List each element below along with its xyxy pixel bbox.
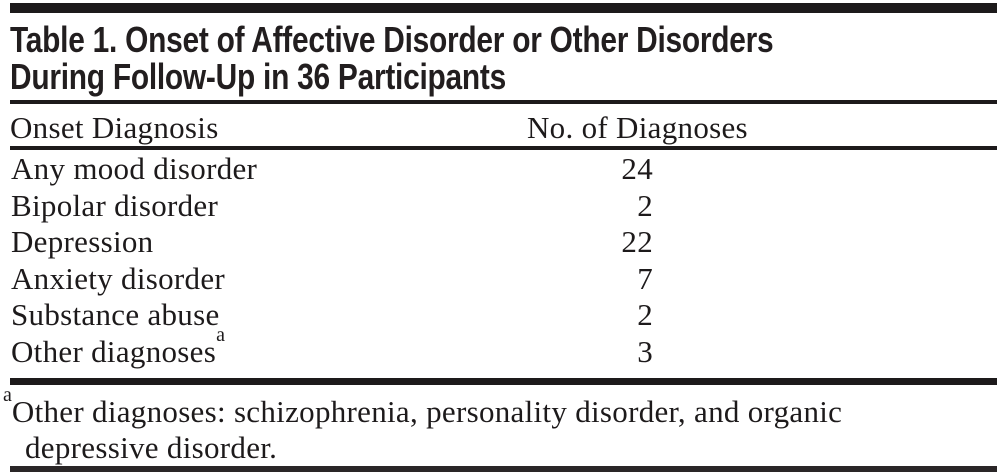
diagnosis-label-text: Other diagnoses — [11, 333, 217, 369]
diagnosis-label-text: Any mood disorder — [11, 151, 258, 186]
diagnosis-label: Depression — [11, 224, 153, 261]
footnote-line-1: aOther diagnoses: schizophrenia, persona… — [3, 385, 993, 430]
table-row: Substance abuse 2 — [0, 297, 1006, 334]
table-row: Bipolar disorder 2 — [0, 188, 1006, 225]
column-header-no-of-diagnoses: No. of Diagnoses — [527, 110, 748, 145]
column-header-onset-diagnosis: Onset Diagnosis — [10, 110, 219, 145]
footnote-marker: a — [3, 384, 12, 407]
diagnosis-label: Other diagnosesa — [11, 325, 225, 371]
table-body: Any mood disorder 24 Bipolar disorder 2 … — [0, 151, 1006, 371]
diagnosis-label: Substance abuse — [11, 297, 220, 334]
body-footnote-divider-rule — [10, 378, 997, 385]
diagnosis-count: 24 — [621, 151, 653, 186]
table-row: Anxiety disorder 7 — [0, 261, 1006, 298]
diagnosis-label-text: Bipolar disorder — [11, 187, 219, 223]
table-title: Table 1. Onset of Affective Disorder or … — [10, 19, 774, 97]
bottom-rule-bar — [10, 466, 997, 472]
table-title-line-2: During Follow-Up in 36 Participants — [10, 56, 506, 97]
diagnosis-label-text: Depression — [11, 224, 154, 260]
diagnosis-count: 3 — [637, 333, 653, 369]
table-row: Depression 22 — [0, 224, 1006, 261]
diagnosis-count: 7 — [637, 260, 653, 296]
table-row: Any mood disorder 24 — [0, 151, 1006, 188]
footnote-marker-ref: a — [216, 324, 225, 347]
title-divider-rule — [10, 100, 997, 104]
diagnosis-label: Anxiety disorder — [11, 261, 225, 298]
footnote-line-2: depressive disorder. — [25, 429, 278, 465]
diagnosis-count: 2 — [637, 297, 653, 333]
diagnosis-label-text: Anxiety disorder — [11, 260, 226, 296]
footnote-text-1: Other diagnoses: schizophrenia, personal… — [11, 394, 843, 429]
table-header-row: Onset Diagnosis No. of Diagnoses — [0, 104, 1006, 146]
table-footnote: aOther diagnoses: schizophrenia, persona… — [3, 385, 993, 465]
table-row: Other diagnosesa 3 — [0, 325, 1006, 371]
diagnosis-label: Bipolar disorder — [11, 188, 218, 225]
top-rule-bar — [10, 3, 997, 13]
diagnosis-label: Any mood disorder — [11, 151, 257, 188]
diagnosis-label-text: Substance abuse — [11, 297, 220, 333]
diagnosis-count: 22 — [621, 224, 653, 260]
diagnosis-count: 2 — [637, 187, 653, 223]
table-title-line-1: Table 1. Onset of Affective Disorder or … — [10, 19, 774, 60]
header-divider-rule — [10, 146, 997, 150]
